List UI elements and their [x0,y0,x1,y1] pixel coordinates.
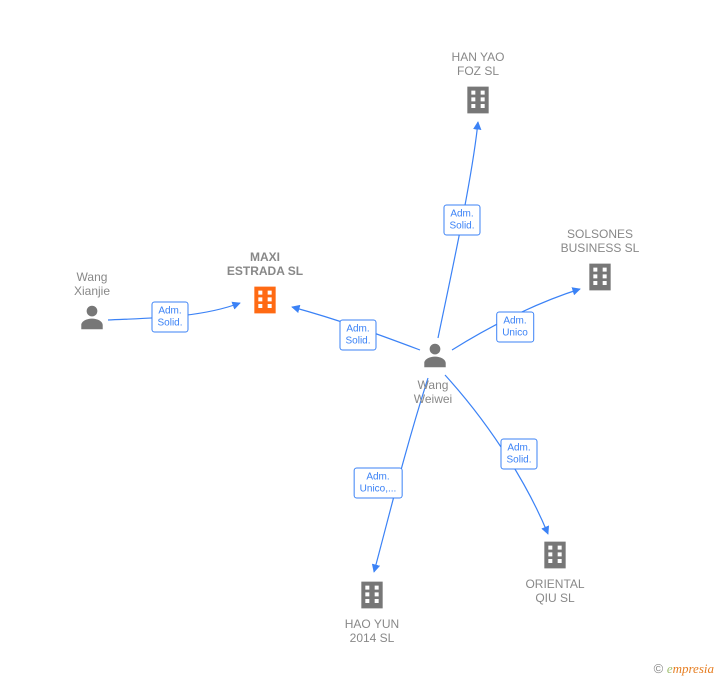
node-label-solsones: SOLSONES BUSINESS SL [550,227,650,256]
edge-label-wang_xianjie-to-maxi_estrada: Adm. Solid. [151,302,188,333]
copyright-symbol: © [654,661,664,676]
node-label-han_yao: HAN YAO FOZ SL [428,50,528,79]
node-hao_yun-building-icon[interactable] [356,579,388,611]
edge-label-wang_weiwei-to-han_yao: Adm. Solid. [443,205,480,236]
edge-label-wang_weiwei-to-oriental_qiu: Adm. Solid. [500,439,537,470]
node-label-hao_yun: HAO YUN 2014 SL [322,617,422,646]
brand-logo: empresia [667,661,714,676]
node-label-wang_weiwei: Wang Weiwei [383,378,483,407]
edge-label-wang_weiwei-to-hao_yun: Adm. Unico,... [354,468,403,499]
edge-label-wang_weiwei-to-solsones: Adm. Unico [496,312,534,343]
node-wang_weiwei-person-icon[interactable] [422,341,448,376]
node-solsones-building-icon[interactable] [584,261,616,293]
node-maxi_estrada-building-icon[interactable] [249,284,281,316]
node-han_yao-building-icon[interactable] [462,84,494,116]
node-wang_xianjie-person-icon[interactable] [79,303,105,338]
node-label-maxi_estrada: MAXI ESTRADA SL [215,250,315,279]
node-label-wang_xianjie: Wang Xianjie [42,270,142,299]
node-label-oriental_qiu: ORIENTAL QIU SL [505,577,605,606]
footer: © empresia [654,661,714,677]
node-oriental_qiu-building-icon[interactable] [539,539,571,571]
edge-label-wang_weiwei-to-maxi_estrada: Adm. Solid. [339,320,376,351]
